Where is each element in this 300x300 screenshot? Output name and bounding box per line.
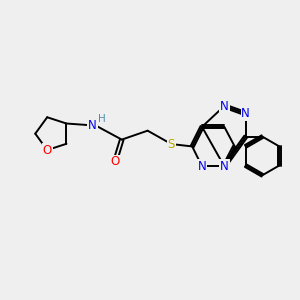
Text: N: N	[88, 119, 97, 132]
Text: N: N	[220, 160, 229, 173]
Text: H: H	[98, 114, 106, 124]
Text: N: N	[220, 100, 229, 112]
Text: S: S	[168, 138, 175, 151]
Text: O: O	[110, 155, 120, 168]
Text: N: N	[241, 107, 250, 120]
Text: O: O	[43, 143, 52, 157]
Text: N: N	[198, 160, 206, 173]
